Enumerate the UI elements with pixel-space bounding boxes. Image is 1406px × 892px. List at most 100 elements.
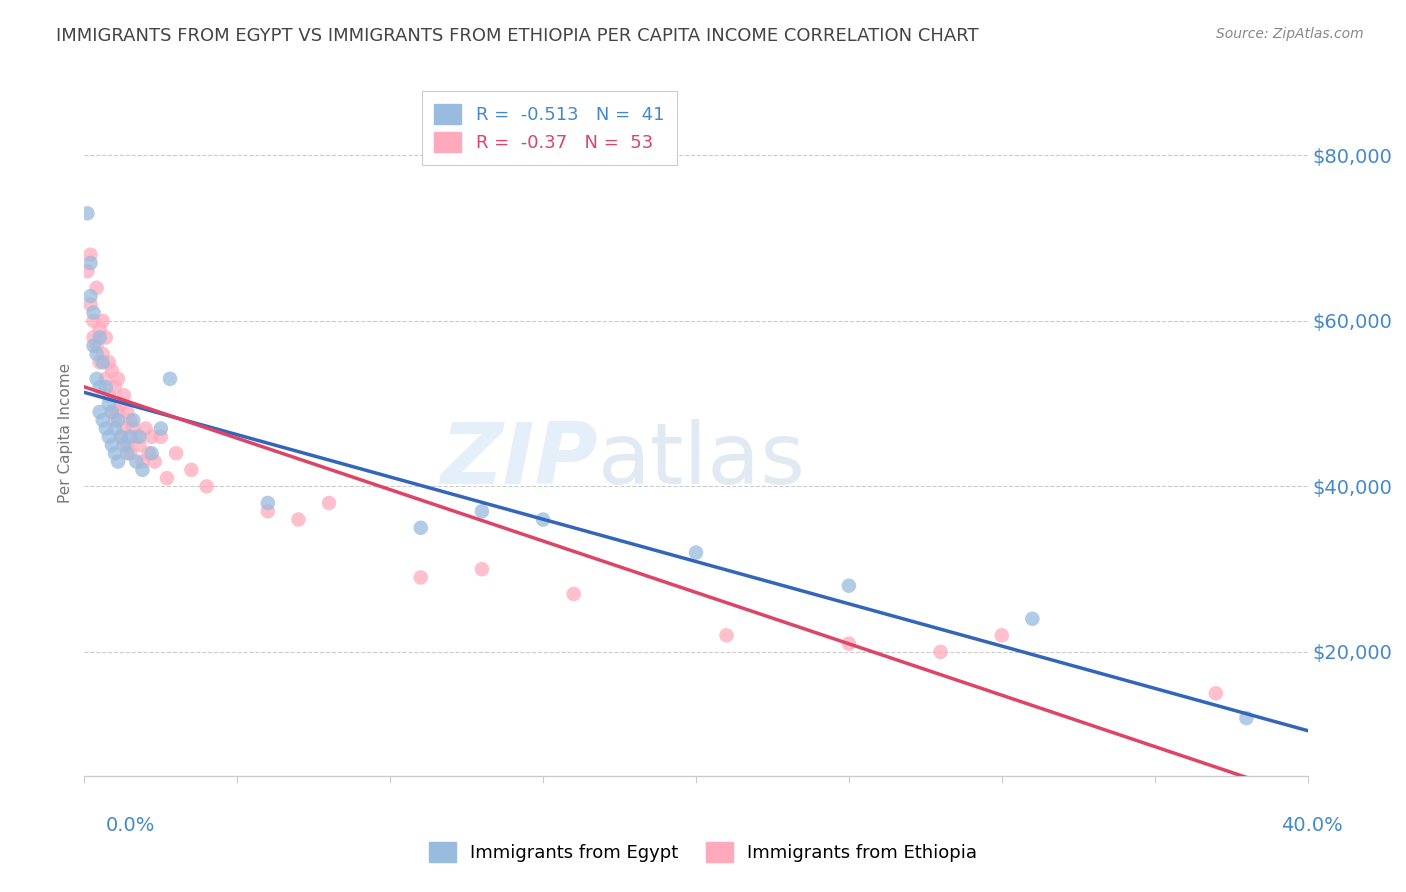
Point bbox=[112, 438, 135, 452]
Point bbox=[83, 330, 105, 344]
Point bbox=[716, 628, 738, 642]
Point bbox=[471, 562, 494, 576]
Point bbox=[91, 314, 114, 328]
Point bbox=[115, 438, 138, 452]
Point bbox=[149, 430, 172, 444]
Point bbox=[131, 454, 153, 468]
Point bbox=[83, 314, 105, 328]
Point bbox=[79, 289, 101, 303]
Point bbox=[89, 405, 111, 419]
Text: 40.0%: 40.0% bbox=[1281, 815, 1343, 835]
Point bbox=[86, 372, 108, 386]
Point bbox=[120, 413, 142, 427]
Text: ZIP: ZIP bbox=[440, 418, 598, 501]
Point bbox=[110, 397, 132, 411]
Legend: Immigrants from Egypt, Immigrants from Ethiopia: Immigrants from Egypt, Immigrants from E… bbox=[422, 835, 984, 870]
Point bbox=[110, 430, 132, 444]
Point bbox=[122, 421, 145, 435]
Point bbox=[89, 355, 111, 369]
Point bbox=[287, 512, 309, 526]
Point bbox=[112, 421, 135, 435]
Point bbox=[91, 347, 114, 361]
Point bbox=[838, 637, 860, 651]
Point bbox=[83, 339, 105, 353]
Point bbox=[76, 264, 98, 278]
Point bbox=[135, 421, 157, 435]
Point bbox=[120, 430, 142, 444]
Point bbox=[838, 579, 860, 593]
Point bbox=[531, 512, 554, 526]
Point bbox=[76, 206, 98, 220]
Point bbox=[107, 405, 129, 419]
Y-axis label: Per Capita Income: Per Capita Income bbox=[58, 362, 73, 503]
Point bbox=[149, 421, 172, 435]
Point bbox=[125, 430, 148, 444]
Point bbox=[97, 355, 120, 369]
Point bbox=[104, 380, 127, 394]
Point bbox=[89, 322, 111, 336]
Point bbox=[86, 347, 108, 361]
Point bbox=[79, 297, 101, 311]
Point bbox=[120, 446, 142, 460]
Point bbox=[929, 645, 952, 659]
Point bbox=[471, 504, 494, 518]
Point bbox=[165, 446, 187, 460]
Point bbox=[131, 463, 153, 477]
Point bbox=[156, 471, 179, 485]
Point bbox=[91, 413, 114, 427]
Point bbox=[115, 405, 138, 419]
Point bbox=[1205, 686, 1227, 700]
Point bbox=[97, 430, 120, 444]
Point bbox=[107, 413, 129, 427]
Point bbox=[107, 372, 129, 386]
Point bbox=[991, 628, 1014, 642]
Point bbox=[91, 355, 114, 369]
Point bbox=[101, 405, 124, 419]
Point bbox=[195, 479, 218, 493]
Point bbox=[128, 438, 150, 452]
Point bbox=[318, 496, 340, 510]
Point bbox=[94, 380, 117, 394]
Point bbox=[115, 446, 138, 460]
Point bbox=[110, 430, 132, 444]
Point bbox=[79, 248, 101, 262]
Point bbox=[141, 430, 163, 444]
Point bbox=[125, 454, 148, 468]
Point bbox=[141, 446, 163, 460]
Text: atlas: atlas bbox=[598, 418, 806, 501]
Point bbox=[409, 521, 432, 535]
Point bbox=[104, 413, 127, 427]
Point bbox=[562, 587, 585, 601]
Legend: R =  -0.513   N =  41, R =  -0.37   N =  53: R = -0.513 N = 41, R = -0.37 N = 53 bbox=[422, 91, 676, 164]
Point bbox=[97, 388, 120, 402]
Point bbox=[89, 380, 111, 394]
Point bbox=[104, 421, 127, 435]
Point bbox=[180, 463, 202, 477]
Point bbox=[104, 446, 127, 460]
Point bbox=[79, 256, 101, 270]
Text: IMMIGRANTS FROM EGYPT VS IMMIGRANTS FROM ETHIOPIA PER CAPITA INCOME CORRELATION : IMMIGRANTS FROM EGYPT VS IMMIGRANTS FROM… bbox=[56, 27, 979, 45]
Point bbox=[83, 305, 105, 319]
Point bbox=[94, 421, 117, 435]
Point bbox=[1021, 612, 1043, 626]
Point bbox=[107, 454, 129, 468]
Point bbox=[1236, 711, 1258, 725]
Point bbox=[138, 446, 160, 460]
Text: 0.0%: 0.0% bbox=[105, 815, 155, 835]
Point bbox=[159, 372, 181, 386]
Point bbox=[257, 496, 280, 510]
Point bbox=[128, 430, 150, 444]
Point bbox=[94, 372, 117, 386]
Point bbox=[101, 405, 124, 419]
Text: Source: ZipAtlas.com: Source: ZipAtlas.com bbox=[1216, 27, 1364, 41]
Point bbox=[89, 330, 111, 344]
Point bbox=[101, 363, 124, 377]
Point bbox=[86, 281, 108, 295]
Point bbox=[122, 413, 145, 427]
Point bbox=[86, 339, 108, 353]
Point bbox=[685, 546, 707, 560]
Point bbox=[112, 388, 135, 402]
Point bbox=[101, 438, 124, 452]
Point bbox=[257, 504, 280, 518]
Point bbox=[97, 397, 120, 411]
